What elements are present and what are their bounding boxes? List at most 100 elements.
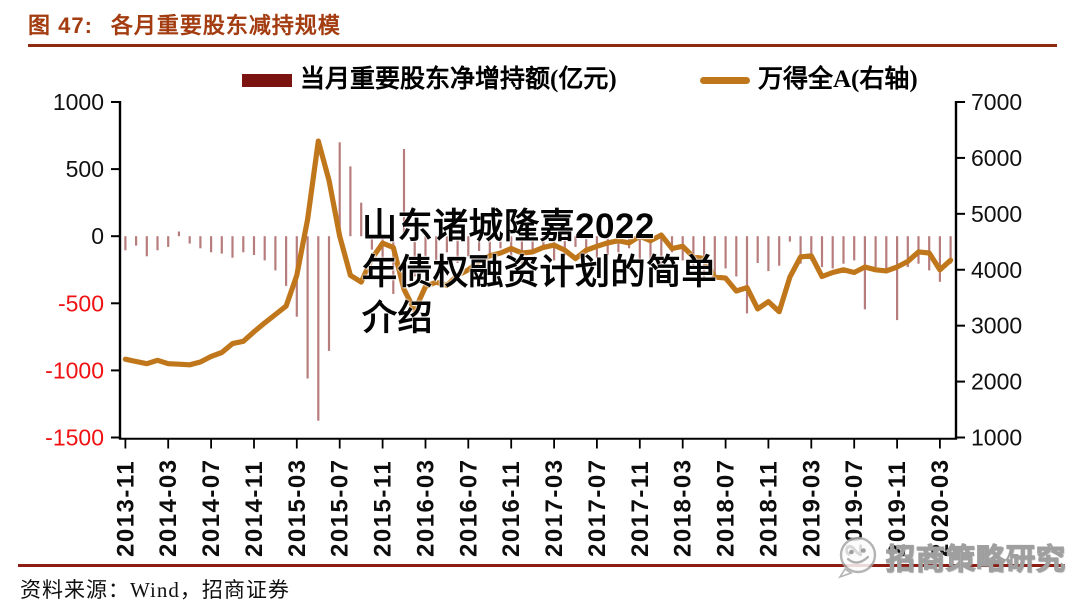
bar <box>649 236 652 259</box>
line-series-legend-label: 万得全A(右轴) <box>758 66 918 93</box>
title-divider <box>28 44 1057 47</box>
bar <box>767 236 770 272</box>
bar <box>617 236 620 253</box>
x-axis-tick-label: 2016-07 <box>455 458 482 557</box>
bar <box>370 236 373 250</box>
bar <box>435 236 438 261</box>
brand-watermark: 招商策略研究 <box>834 534 1066 580</box>
bar <box>553 236 556 261</box>
bar <box>735 236 738 277</box>
bar <box>478 236 481 251</box>
bar <box>531 236 534 253</box>
bar <box>670 236 674 253</box>
left-axis-tick-label: 0 <box>91 223 104 249</box>
x-axis-tick-label: 2015-03 <box>284 458 311 557</box>
x-axis-tick-label: 2019-11 <box>884 460 911 557</box>
index-line <box>122 138 954 368</box>
bar <box>210 236 213 253</box>
x-axis-tick-label: 2018-03 <box>670 458 697 557</box>
bar-series-swatch <box>242 74 292 87</box>
left-axis-tick-label: 1000 <box>53 89 104 115</box>
overlay-watermark-line1: 山东诸城隆嘉2022 <box>362 207 655 246</box>
line-series <box>122 138 954 368</box>
bar <box>542 236 545 250</box>
bar <box>820 236 824 268</box>
footer-divider <box>18 564 1065 567</box>
left-axis-tick-label: -1000 <box>45 357 104 383</box>
bar <box>252 236 256 255</box>
right-axis-tick-label: 2000 <box>971 369 1022 395</box>
bar <box>488 236 491 254</box>
x-axis-tick-label: 2014-07 <box>198 458 225 557</box>
x-axis-tick-label: 2015-11 <box>370 460 397 557</box>
left-axis-tick-label: -1500 <box>45 425 104 451</box>
bar <box>424 236 427 257</box>
bar <box>231 236 234 258</box>
bar <box>124 236 127 251</box>
bar <box>156 236 159 251</box>
bar-series-legend-label: 当月重要股东净增持额(亿元) <box>300 66 617 93</box>
bar <box>317 236 320 421</box>
x-axis-tick-label: 2017-03 <box>541 458 568 557</box>
bar <box>381 236 384 274</box>
bar <box>831 236 834 269</box>
bar <box>445 236 448 253</box>
bar <box>938 236 941 282</box>
bar <box>145 236 148 257</box>
bar <box>638 236 641 263</box>
bar <box>788 236 791 242</box>
bar <box>563 236 566 257</box>
bar <box>660 236 663 268</box>
bar <box>810 236 813 261</box>
figure-header: 图 47: 各月重要股东减持规模 <box>28 8 341 40</box>
bar <box>467 236 470 257</box>
x-axis-tick-label: 2013-11 <box>112 460 139 557</box>
x-axis-tick-label: 2016-11 <box>498 460 525 557</box>
right-axis-tick-label: 6000 <box>971 145 1022 171</box>
bar <box>220 236 223 254</box>
bar <box>756 236 759 263</box>
bar <box>167 236 170 247</box>
bar <box>456 236 459 263</box>
right-axis-tick-label: 7000 <box>971 89 1022 115</box>
bar <box>285 236 288 286</box>
bar <box>853 236 856 261</box>
bar <box>338 142 341 237</box>
bar <box>799 236 802 264</box>
bar <box>360 202 363 237</box>
figure-label: 图 47: <box>28 13 93 38</box>
bar <box>896 236 899 321</box>
x-axis-tick-label: 2019-03 <box>798 458 825 557</box>
x-axis-tick-label: 2018-11 <box>755 460 782 557</box>
bar <box>135 236 138 246</box>
bar <box>692 236 695 266</box>
bar <box>402 149 406 237</box>
x-axis-tick-label: 2018-07 <box>713 458 740 557</box>
bar <box>906 236 909 268</box>
left-axis-tick-label: -500 <box>58 290 104 316</box>
right-axis-tick-label: 1000 <box>971 425 1022 451</box>
bar <box>713 236 716 274</box>
x-axis-tick-label: 2015-07 <box>327 458 354 557</box>
x-axis-tick-label: 2017-07 <box>584 458 611 557</box>
x-axis-tick-label: 2014-11 <box>241 460 268 557</box>
bar-series <box>124 142 952 421</box>
bar <box>874 236 877 268</box>
bar <box>306 236 309 379</box>
bar <box>177 231 180 237</box>
line-series-swatch <box>700 77 750 84</box>
bar <box>949 236 952 264</box>
bar <box>349 166 352 237</box>
bar <box>585 236 588 254</box>
bar <box>392 236 395 294</box>
bar <box>188 236 191 244</box>
x-axis-tick-label: 2017-11 <box>627 460 654 557</box>
bar <box>413 236 416 277</box>
bar <box>745 236 749 314</box>
overlay-watermark-line2: 年债权融资计划的简单 <box>362 253 718 292</box>
wechat-smiley-icon <box>838 536 877 579</box>
figure-title: 各月重要股东减持规模 <box>110 13 341 38</box>
overlay-watermark-line3: 介绍 <box>362 299 434 338</box>
bar <box>842 236 845 264</box>
